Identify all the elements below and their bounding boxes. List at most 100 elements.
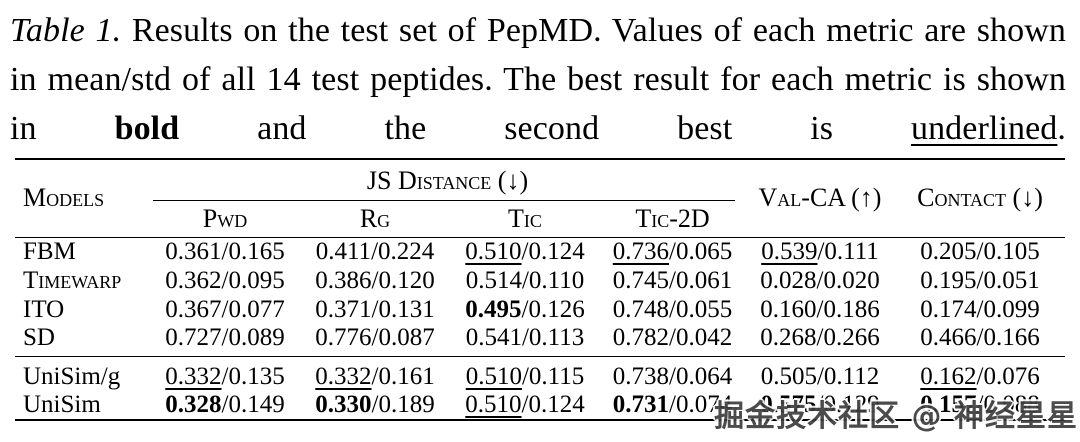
metric-value-cell: 0.575/0.129 — [760, 391, 880, 418]
metric-value-cell: 0.411/0.224 — [315, 237, 435, 265]
caption-text-1: Results on the test set of PepMD. Values… — [10, 12, 1066, 147]
column-header-tic2d: Tic-2D — [600, 201, 745, 238]
table-row: SD 0.727/0.089 0.776/0.087 0.541/0.113 0.782… — [15, 324, 1065, 357]
table-row: UniSim 0.328/0.149 0.330/0.189 0.510/0.124 0… — [15, 391, 1065, 420]
metric-mean: 0.510 — [465, 363, 522, 390]
metric-mean: 0.495 — [465, 295, 522, 323]
metric-value-cell: 0.736/0.065 — [612, 237, 733, 265]
column-header-models: Models — [15, 159, 150, 238]
metric-mean: 0.160 — [760, 295, 817, 323]
metric-value-cell: 0.539/0.111 — [761, 237, 879, 265]
metric-value-cell: 0.727/0.089 — [150, 324, 300, 357]
caption-table-label: Table 1. — [10, 12, 122, 49]
metric-value-cell: 0.332/0.135 — [165, 363, 285, 390]
model-name: SD — [15, 324, 150, 357]
table-body: FBM 0.361/0.165 0.411/0.224 0.510/0.124 0.73… — [15, 237, 1065, 420]
caption-period: . — [1057, 110, 1066, 147]
metric-mean: 0.411 — [315, 237, 372, 265]
model-name: FBM — [23, 237, 76, 265]
metric-mean: 0.510 — [465, 237, 522, 265]
metric-mean: 0.332 — [315, 363, 372, 390]
metric-mean: 0.205 — [920, 237, 977, 265]
metric-mean: 0.268 — [760, 324, 817, 351]
metric-mean: 0.466 — [920, 324, 977, 351]
results-table: Models JS Distance (↓) Val-CA (↑) Contac… — [15, 158, 1065, 421]
metric-mean: 0.731 — [612, 391, 670, 418]
metric-mean: 0.028 — [760, 266, 817, 294]
metric-value-cell: 0.028/0.020 — [760, 266, 880, 294]
metric-mean: 0.727 — [165, 324, 222, 351]
metric-value-cell: 0.495/0.126 — [465, 295, 585, 323]
model-name: UniSim/g — [23, 363, 121, 390]
metric-mean: 0.386 — [315, 266, 372, 294]
metric-value-cell: 0.362/0.095 — [165, 266, 285, 294]
metric-value-cell: 0.367/0.077 — [165, 295, 285, 323]
column-header-js-distance: JS Distance (↓) — [150, 159, 745, 201]
model-name: Timewarp — [23, 266, 122, 294]
metric-value-cell: 0.195/0.051 — [920, 266, 1040, 294]
metric-mean: 0.361 — [165, 237, 222, 265]
metric-mean: 0.174 — [920, 295, 977, 323]
metric-mean: 0.776 — [315, 324, 372, 351]
metric-mean: 0.328 — [165, 391, 222, 418]
metric-value-cell: 0.738/0.064 — [612, 363, 733, 390]
metric-value-cell: 0.160/0.186 — [760, 295, 880, 323]
metric-mean: 0.782 — [612, 324, 670, 351]
column-header-tic: Tic — [450, 201, 600, 238]
column-header-val-ca: Val-CA (↑) — [745, 159, 895, 238]
metric-mean: 0.745 — [612, 266, 670, 294]
metric-mean: 0.748 — [612, 295, 670, 323]
metric-value-cell: 0.330/0.189 — [315, 391, 435, 418]
metric-mean: 0.575 — [760, 391, 817, 418]
metric-mean: 0.162 — [920, 363, 977, 390]
caption-underlined-word: underlined — [910, 110, 1058, 147]
metric-mean: 0.157 — [920, 391, 977, 418]
metric-mean: 0.195 — [920, 266, 977, 294]
metric-value-cell: 0.505/0.112 — [760, 363, 880, 390]
metric-value-cell: 0.745/0.061 — [612, 266, 733, 294]
metric-mean: 0.736 — [612, 237, 670, 265]
metric-value-cell: 0.514/0.110 — [465, 266, 585, 294]
metric-value-cell: 0.371/0.131 — [315, 295, 435, 323]
metric-value-cell: 0.361/0.165 — [165, 237, 285, 265]
table-header: Models JS Distance (↓) Val-CA (↑) Contac… — [15, 159, 1065, 238]
metric-mean: 0.510 — [465, 391, 522, 418]
metric-value-cell: 0.510/0.124 — [465, 237, 585, 265]
metric-mean: 0.505 — [760, 363, 817, 390]
metric-mean: 0.371 — [315, 295, 372, 323]
table-row: ITO 0.367/0.077 0.371/0.131 0.495/0.126 0.74… — [15, 295, 1065, 324]
metric-mean: 0.514 — [465, 266, 522, 294]
metric-value-cell: 0.748/0.055 — [612, 295, 733, 323]
table-row: FBM 0.361/0.165 0.411/0.224 0.510/0.124 0.73… — [15, 237, 1065, 266]
table-caption: Table 1. Results on the test set of PepM… — [0, 0, 1072, 153]
metric-value-cell: 0.731/0.074 — [612, 391, 733, 418]
metric-value-cell: 0.157/0.088 — [920, 391, 1040, 418]
column-header-rg: Rg — [300, 201, 450, 238]
metric-mean: 0.539 — [761, 237, 818, 265]
metric-value-cell: 0.162/0.076 — [920, 363, 1040, 390]
metric-mean: 0.541 — [465, 324, 522, 351]
caption-bold-word: bold — [114, 110, 180, 147]
metric-mean: 0.367 — [165, 295, 222, 323]
metric-value-cell: 0.541/0.113 — [450, 324, 600, 357]
metric-value-cell: 0.776/0.087 — [300, 324, 450, 357]
metric-value-cell: 0.205/0.105 — [920, 237, 1040, 265]
metric-value-cell: 0.174/0.099 — [920, 295, 1040, 323]
table-row: Timewarp 0.362/0.095 0.386/0.120 0.514/0.11… — [15, 266, 1065, 295]
metric-value-cell: 0.328/0.149 — [165, 391, 285, 418]
metric-value-cell: 0.386/0.120 — [315, 266, 435, 294]
metric-mean: 0.738 — [612, 363, 670, 390]
metric-value-cell: 0.466/0.166 — [895, 324, 1065, 357]
model-name: ITO — [23, 295, 65, 323]
metric-value-cell: 0.268/0.266 — [745, 324, 895, 357]
metric-mean: 0.332 — [165, 363, 222, 390]
metric-value-cell: 0.510/0.115 — [465, 363, 585, 390]
column-header-contact: Contact (↓) — [895, 159, 1065, 238]
metric-value-cell: 0.332/0.161 — [315, 363, 435, 390]
metric-mean: 0.330 — [315, 391, 372, 418]
metric-value-cell: 0.782/0.042 — [600, 324, 745, 357]
metric-value-cell: 0.510/0.124 — [465, 391, 585, 418]
caption-text-2: and the second best is — [179, 110, 911, 147]
metric-mean: 0.362 — [165, 266, 222, 294]
